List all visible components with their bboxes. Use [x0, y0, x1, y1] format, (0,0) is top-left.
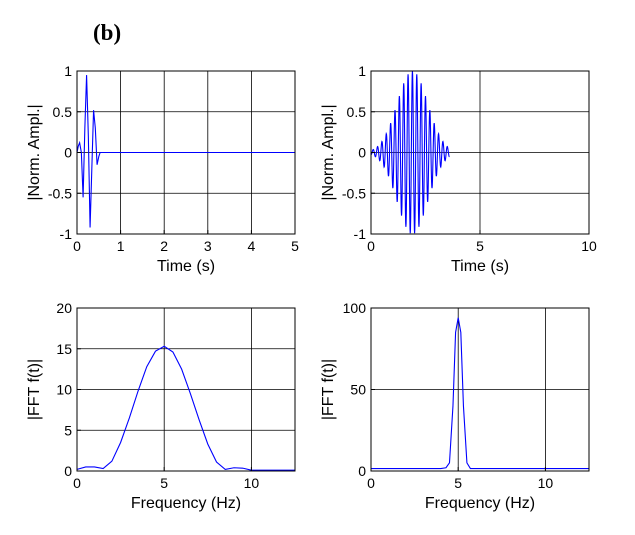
y-tick-label: 0	[64, 145, 72, 161]
panel-label: (b)	[93, 20, 122, 45]
y-tick-label: 0.5	[53, 104, 73, 120]
y-tick-label: 50	[350, 382, 366, 398]
x-tick-label: 10	[581, 238, 597, 254]
y-tick-label: 100	[343, 300, 367, 316]
x-tick-label: 10	[538, 475, 554, 491]
series-line-signal	[370, 70, 450, 234]
series-line-spectrum	[76, 345, 295, 471]
x-axis-label: Frequency (Hz)	[131, 495, 241, 512]
chart-top-right: Time (s) |Norm. Ampl.| 0 5 10 -1 -0.5 0 0.5 1	[320, 63, 597, 275]
y-tick-label: -0.5	[342, 185, 366, 201]
x-tick-label: 4	[248, 238, 256, 254]
y-tick-label: 1	[64, 63, 72, 79]
x-tick-label: 5	[160, 475, 168, 491]
y-tick-label: 0	[358, 463, 366, 479]
x-axis-label: Time (s)	[157, 258, 215, 275]
y-tick-label: 5	[64, 422, 72, 438]
chart-bottom-left: Frequency (Hz) |FFT f(t)| 0 5 10 0 5 10 15 20	[26, 300, 296, 512]
series-line-spectrum	[371, 317, 589, 470]
y-axis-label: |Norm. Ampl.|	[26, 104, 43, 200]
y-axis-label: |FFT f(t)|	[26, 359, 43, 420]
x-axis-label: Frequency (Hz)	[425, 495, 535, 512]
x-tick-label: 5	[291, 238, 299, 254]
x-axis-label: Time (s)	[451, 258, 509, 275]
y-tick-label: 10	[56, 382, 72, 398]
x-tick-label: 5	[476, 238, 484, 254]
x-tick-label: 0	[73, 475, 81, 491]
x-tick-label: 0	[367, 238, 375, 254]
chart-top-left: Time (s) |Norm. Ampl.| 0 1 2 3 4 5 -1 -0.5 0 0.5 1	[26, 63, 299, 275]
y-tick-label: -1	[60, 226, 73, 242]
x-tick-label: 1	[117, 238, 125, 254]
y-tick-label: 0	[358, 145, 366, 161]
x-tick-label: 5	[454, 475, 462, 491]
y-tick-label: 0.5	[347, 104, 367, 120]
y-tick-label: -0.5	[48, 185, 72, 201]
y-axis-label: |FFT f(t)|	[320, 359, 337, 420]
y-tick-label: 1	[358, 63, 366, 79]
y-axis-label: |Norm. Ampl.|	[320, 104, 337, 200]
y-tick-label: 20	[56, 300, 72, 316]
x-tick-label: 0	[367, 475, 375, 491]
y-tick-label: 15	[56, 341, 72, 357]
x-tick-label: 0	[73, 238, 81, 254]
series-line-signal	[76, 75, 295, 228]
x-tick-label: 10	[244, 475, 260, 491]
y-tick-label: -1	[354, 226, 367, 242]
x-tick-label: 3	[204, 238, 212, 254]
x-tick-label: 2	[160, 238, 168, 254]
y-tick-label: 0	[64, 463, 72, 479]
